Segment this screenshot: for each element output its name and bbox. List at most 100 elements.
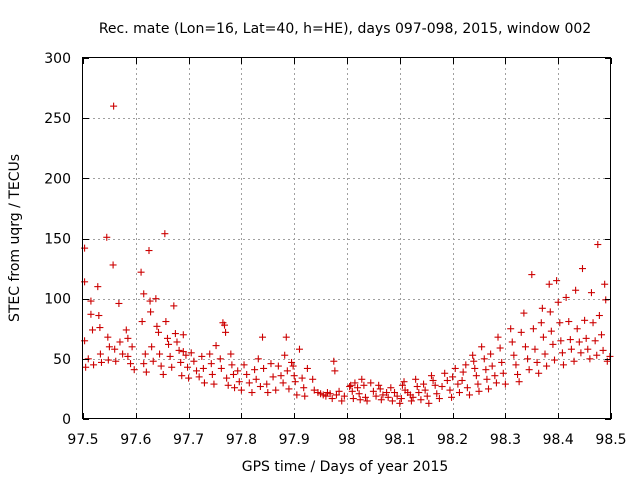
data-point [228,361,236,369]
data-point [153,322,161,330]
data-point [525,366,533,374]
data-point [577,349,585,357]
data-point [104,333,112,341]
data-point [96,324,104,332]
data-point [290,372,298,380]
data-point [423,392,431,400]
data-point [173,338,181,346]
data-point [303,364,311,372]
data-point [393,392,401,400]
data-point [89,326,97,334]
data-point [471,364,479,372]
data-point [277,372,285,380]
data-point [288,358,296,366]
data-point [338,397,346,405]
data-point [130,366,138,374]
data-point [141,350,149,358]
data-point [387,384,395,392]
data-point [559,361,567,369]
data-point [309,375,317,383]
data-point [185,374,193,382]
data-point [397,395,405,403]
data-point [587,289,595,297]
data-point [413,383,421,391]
data-point [168,363,176,371]
data-point [529,325,537,333]
data-point [335,387,343,395]
data-point [198,352,206,360]
data-point [96,350,104,358]
data-point [110,102,118,110]
data-point [480,355,488,363]
data-point [157,362,165,370]
data-point [229,370,237,378]
data-point [177,358,185,366]
data-point [243,370,251,378]
data-point [231,384,239,392]
data-point [584,345,592,353]
data-point [94,283,102,291]
data-point [455,389,463,397]
data-point [547,327,555,335]
x-tick-labels: 97.5 97.6 97.7 97.8 97.9 98 98.1 98.2 98.3 98.4 98… [67,432,626,448]
data-point [469,351,477,359]
data-point [347,381,355,389]
data-point [300,384,308,392]
y-tick-label: 100 [44,292,71,308]
axis-ticks [83,58,612,420]
data-point [429,376,437,384]
data-point [142,368,150,376]
data-point [593,351,601,359]
grid [83,58,611,419]
x-tick-label: 98.2 [437,432,468,448]
data-point [606,352,614,360]
data-point [356,396,364,404]
data-point [358,375,366,383]
data-point [462,361,470,369]
data-point [425,399,433,407]
x-tick-label: 98.4 [543,432,574,448]
data-point [267,360,275,368]
data-point [375,381,383,389]
data-point [227,350,235,358]
data-point [332,391,340,399]
data-point [589,319,597,327]
data-point [573,325,581,333]
data-point [322,392,330,400]
data-point [372,392,380,400]
data-point [330,357,338,365]
data-point [221,321,229,329]
data-point [124,334,132,342]
data-point [252,375,260,383]
data-point [546,308,554,316]
data-point [199,364,207,372]
data-point [396,399,404,407]
data-point [501,380,509,388]
data-point [146,297,154,305]
data-point [599,346,607,354]
data-point [601,280,609,288]
data-point [166,352,174,360]
data-point [537,319,545,327]
data-point [195,373,203,381]
data-point [388,397,396,405]
data-point [149,357,157,365]
data-point [182,351,190,359]
data-point [551,356,559,364]
data-point [293,391,301,399]
y-tick-label: 200 [44,171,71,187]
data-point [556,319,564,327]
data-point [448,393,456,401]
x-tick-label: 97.5 [67,432,98,448]
data-point [138,318,146,326]
data-point [349,395,357,403]
data-point [224,381,232,389]
data-point [499,369,507,377]
data-point [295,345,303,353]
data-point [279,379,287,387]
data-point [263,380,271,388]
data-point [431,381,439,389]
data-point [103,233,111,241]
data-point [97,358,105,366]
